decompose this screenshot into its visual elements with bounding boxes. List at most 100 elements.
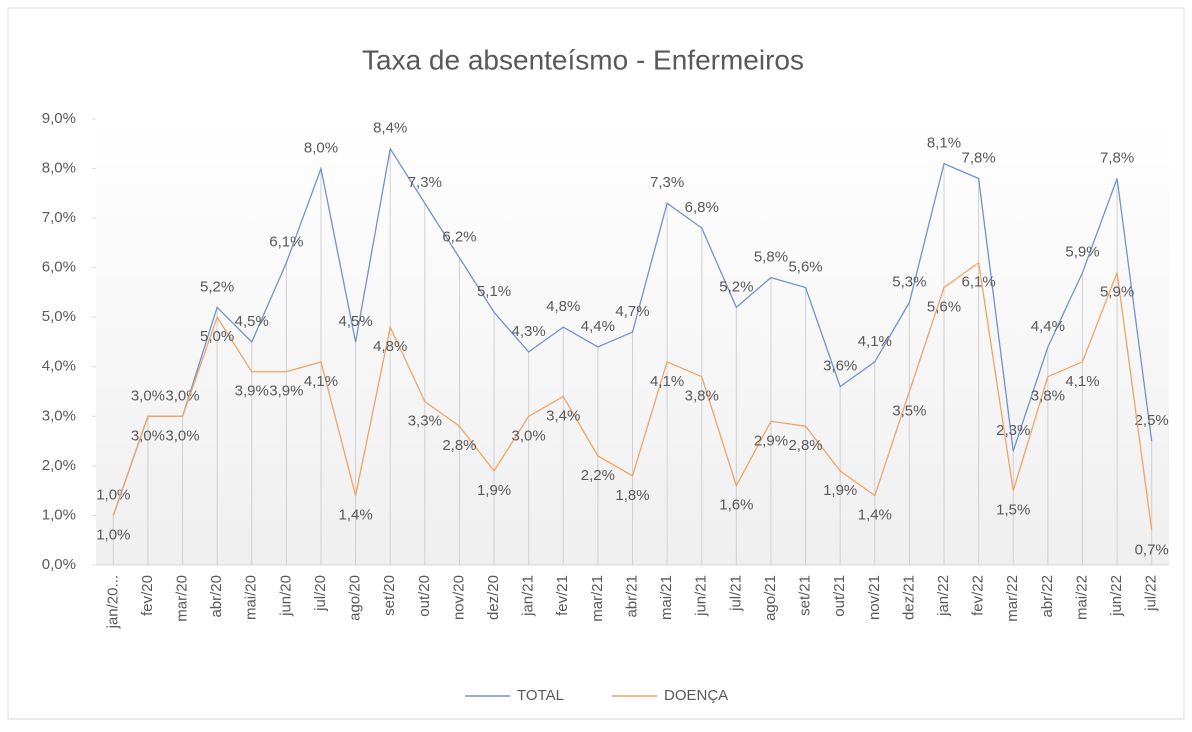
legend-label: TOTAL <box>517 687 564 704</box>
data-label: 5,8% <box>754 249 788 266</box>
data-label: 4,3% <box>512 323 546 340</box>
data-label: 5,3% <box>892 273 926 290</box>
data-label: 1,4% <box>858 507 892 524</box>
data-label: 2,5% <box>1135 412 1169 429</box>
x-tick-label: out/21 <box>831 575 848 617</box>
data-label: 5,6% <box>927 298 961 315</box>
data-label: 4,5% <box>235 313 269 330</box>
data-label: 1,5% <box>996 502 1030 519</box>
data-label: 1,9% <box>823 482 857 499</box>
data-label: 4,7% <box>615 303 649 320</box>
data-label: 5,1% <box>477 283 511 300</box>
data-label: 3,3% <box>408 412 442 429</box>
x-tick-label: out/20 <box>416 575 433 617</box>
y-tick-label: 4,0% <box>42 358 76 375</box>
chart-title: Taxa de absenteísmo - Enfermeiros <box>362 44 804 75</box>
data-label: 4,1% <box>650 373 684 390</box>
data-label: 5,6% <box>788 258 822 275</box>
x-tick-label: jun/20 <box>277 575 294 617</box>
data-label: 3,0% <box>165 427 199 444</box>
data-label: 6,8% <box>685 199 719 216</box>
x-tick-label: ago/21 <box>762 575 779 621</box>
data-label: 2,2% <box>581 467 615 484</box>
x-tick-label: jun/22 <box>1108 575 1125 617</box>
x-tick-label: abr/20 <box>208 575 225 618</box>
data-label: 5,2% <box>719 278 753 295</box>
data-label: 7,8% <box>1100 149 1134 166</box>
data-label: 2,3% <box>996 422 1030 439</box>
data-label: 3,8% <box>685 388 719 405</box>
x-tick-label: dez/21 <box>900 575 917 620</box>
data-label: 4,1% <box>858 333 892 350</box>
x-tick-label: jan/22 <box>935 575 952 617</box>
data-label: 1,6% <box>719 497 753 514</box>
y-tick-label: 7,0% <box>42 209 76 226</box>
data-label: 5,2% <box>200 278 234 295</box>
x-tick-label: nov/21 <box>866 575 883 620</box>
data-label: 7,8% <box>962 149 996 166</box>
data-label: 3,0% <box>131 387 165 404</box>
data-label: 4,4% <box>1031 318 1065 335</box>
x-tick-label: jan/20... <box>104 575 121 629</box>
x-tick-label: mai/21 <box>658 575 675 620</box>
series-line <box>112 146 1153 516</box>
x-tick-label: ago/20 <box>347 575 364 621</box>
data-label: 4,8% <box>546 298 580 315</box>
data-label: 3,9% <box>269 383 303 400</box>
x-tick-label: fev/20 <box>139 575 156 616</box>
x-tick-label: nov/20 <box>450 575 467 620</box>
data-label: 3,9% <box>235 383 269 400</box>
x-tick-label: fev/22 <box>970 575 987 616</box>
x-tick-label: mar/21 <box>589 575 606 622</box>
y-tick-label: 8,0% <box>42 160 76 177</box>
data-label: 1,8% <box>615 487 649 504</box>
data-label: 5,9% <box>1100 284 1134 301</box>
data-label: 0,7% <box>1135 541 1169 558</box>
x-tick-label: jul/22 <box>1143 575 1160 612</box>
y-tick-label: 3,0% <box>42 407 76 424</box>
data-label: 3,0% <box>131 427 165 444</box>
x-tick-label: mai/20 <box>243 575 260 620</box>
x-tick-label: fev/21 <box>554 575 571 616</box>
data-label: 6,2% <box>442 229 476 246</box>
y-tick-label: 1,0% <box>42 506 76 523</box>
data-label: 4,8% <box>373 338 407 355</box>
data-label: 5,0% <box>200 328 234 345</box>
x-tick-label: abr/22 <box>1039 575 1056 618</box>
x-tick-label: jul/20 <box>312 575 329 612</box>
x-tick-label: mai/22 <box>1073 575 1090 620</box>
x-tick-label: jul/21 <box>727 575 744 612</box>
data-label: 4,5% <box>338 313 372 330</box>
data-label: 4,1% <box>304 373 338 390</box>
y-tick-label: 2,0% <box>42 457 76 474</box>
data-label: 1,9% <box>477 482 511 499</box>
data-label: 2,8% <box>442 437 476 454</box>
data-label: 3,5% <box>892 403 926 420</box>
x-tick-label: jun/21 <box>693 575 710 617</box>
x-tick-label: abr/21 <box>623 575 640 618</box>
data-label: 1,0% <box>96 526 130 543</box>
y-tick-label: 9,0% <box>42 110 76 127</box>
data-label: 4,4% <box>581 318 615 335</box>
data-label: 2,9% <box>754 432 788 449</box>
data-label: 7,3% <box>650 174 684 191</box>
data-label: 3,0% <box>512 427 546 444</box>
x-tick-label: set/20 <box>381 575 398 616</box>
data-label: 5,9% <box>1065 244 1099 261</box>
data-label: 3,8% <box>1031 388 1065 405</box>
y-tick-label: 0,0% <box>42 556 76 573</box>
x-tick-label: jan/21 <box>520 575 537 617</box>
data-label: 8,1% <box>927 135 961 152</box>
data-label: 2,8% <box>788 437 822 454</box>
data-label: 1,0% <box>96 486 130 503</box>
data-label: 3,6% <box>823 358 857 375</box>
data-label: 3,0% <box>165 387 199 404</box>
data-label: 1,4% <box>338 507 372 524</box>
data-label: 7,3% <box>408 174 442 191</box>
data-label: 4,1% <box>1065 373 1099 390</box>
data-label: 8,0% <box>304 140 338 157</box>
legend-label: DOENÇA <box>664 687 728 704</box>
x-tick-label: mar/22 <box>1004 575 1021 622</box>
data-label: 3,4% <box>546 407 580 424</box>
